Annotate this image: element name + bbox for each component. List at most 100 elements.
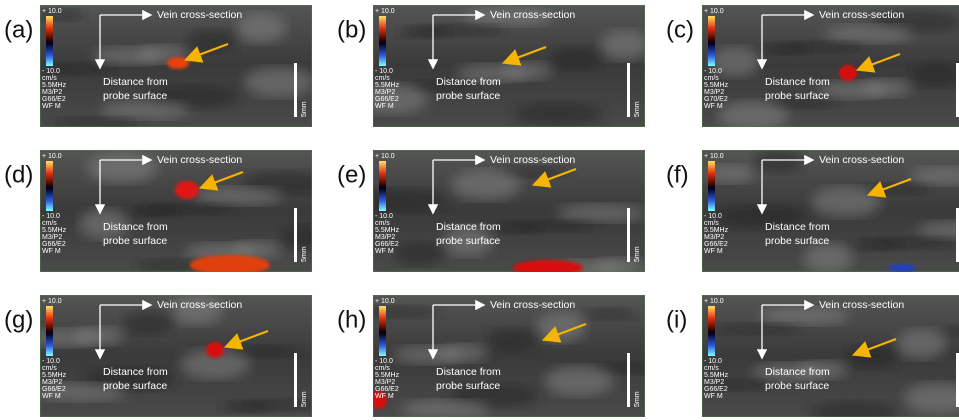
setting: 5.5MHz <box>704 372 729 379</box>
ultrasound-image <box>40 150 332 275</box>
setting: 5.5MHz <box>42 82 67 89</box>
scale-max: + 10.0 <box>375 8 395 15</box>
tissue <box>123 311 173 335</box>
depth-label: Distance from <box>765 366 830 378</box>
tissue <box>451 170 521 200</box>
color-bar <box>46 16 53 66</box>
color-bar <box>46 161 53 211</box>
setting: G66/E2 <box>704 386 728 393</box>
depth-label: Distance from <box>765 221 830 233</box>
tissue <box>551 46 601 70</box>
scale-bar-label: 5mm <box>301 101 308 117</box>
depth-label: Distance from <box>103 366 168 378</box>
direction-label: Vein cross-section <box>819 9 904 21</box>
setting: M3/P2 <box>42 89 62 96</box>
scale-bar <box>294 353 297 407</box>
setting: 5.5MHz <box>42 372 67 379</box>
setting: G66/E2 <box>42 386 66 393</box>
panel-label: (h) <box>337 306 366 333</box>
setting: WF M <box>42 103 61 110</box>
color-bar <box>379 161 386 211</box>
tissue <box>711 323 801 335</box>
setting: M3/P2 <box>375 89 395 96</box>
scale-min: - 10.0 <box>704 358 722 365</box>
ultrasound-image <box>351 295 663 418</box>
panel-label: (a) <box>4 16 33 43</box>
ultrasound-image <box>28 295 327 417</box>
depth-label: probe surface <box>436 380 500 392</box>
setting: cm/s <box>704 220 719 227</box>
ultrasound-image <box>702 295 959 420</box>
scale-min: - 10.0 <box>704 68 722 75</box>
setting: WF M <box>375 248 394 255</box>
tissue <box>862 79 912 97</box>
depth-label: probe surface <box>103 90 167 102</box>
tissue <box>144 203 234 215</box>
panel-label: (g) <box>4 306 33 333</box>
setting: 5.5MHz <box>375 372 400 379</box>
tissue <box>508 220 598 232</box>
depth-label: Distance from <box>765 76 830 88</box>
panel: (i)+ 10.0- 10.0cm/s5.5MHzM3/P2G66/E2WF M… <box>666 295 959 420</box>
scale-bar-label: 5mm <box>634 391 641 407</box>
ultrasound-image <box>702 5 959 131</box>
tissue <box>74 327 124 345</box>
scale-min: - 10.0 <box>375 68 393 75</box>
doppler-signal <box>513 260 583 276</box>
tissue <box>824 25 914 43</box>
setting: M3/P2 <box>42 234 62 241</box>
tissue <box>237 399 327 411</box>
depth-label: probe surface <box>436 235 500 247</box>
tissue <box>438 344 488 362</box>
direction-label: Vein cross-section <box>157 9 242 21</box>
setting: G66/E2 <box>375 96 399 103</box>
setting: cm/s <box>42 75 57 82</box>
color-bar <box>708 16 715 66</box>
scale-bar <box>294 63 297 117</box>
depth-label: probe surface <box>765 235 829 247</box>
tissue <box>487 328 537 352</box>
ultrasound-image <box>702 149 959 273</box>
scale-bar-label: 5mm <box>634 246 641 262</box>
setting: G66/E2 <box>42 241 66 248</box>
color-bar <box>379 306 386 356</box>
color-bar <box>379 16 386 66</box>
scale-max: + 10.0 <box>42 298 62 305</box>
setting: G66/E2 <box>42 96 66 103</box>
setting: WF M <box>375 103 394 110</box>
setting: WF M <box>42 393 61 400</box>
ultrasound-image <box>356 150 647 278</box>
panel: (b)+ 10.0- 10.0cm/s5.5MHzM3/P2G66/E2WF M… <box>337 5 650 127</box>
panel-label: (e) <box>337 161 366 188</box>
panel-label: (c) <box>666 16 694 43</box>
setting: G66/E2 <box>375 386 399 393</box>
tissue <box>87 153 157 183</box>
setting: M3/P2 <box>375 234 395 241</box>
setting: 5.5MHz <box>42 227 67 234</box>
setting: WF M <box>42 248 61 255</box>
direction-label: Vein cross-section <box>819 299 904 311</box>
tissue <box>51 117 141 129</box>
setting: cm/s <box>375 75 390 82</box>
panel-label: (d) <box>4 161 33 188</box>
scale-max: + 10.0 <box>42 8 62 15</box>
scale-bar <box>627 208 630 262</box>
tissue <box>400 400 490 418</box>
scale-bar-label: 5mm <box>301 246 308 262</box>
panel: (c)+ 10.0- 10.0cm/s5.5MHzM3/P2G70/E2WF M… <box>666 5 959 131</box>
tissue <box>193 187 283 205</box>
scale-bar-label: 5mm <box>634 101 641 117</box>
scale-min: - 10.0 <box>375 213 393 220</box>
color-bar <box>708 161 715 211</box>
tissue <box>868 237 958 249</box>
setting: G66/E2 <box>375 241 399 248</box>
scale-max: + 10.0 <box>704 298 724 305</box>
scale-bar <box>627 353 630 407</box>
setting: cm/s <box>42 365 57 372</box>
tissue <box>896 329 946 359</box>
tissue <box>600 30 650 60</box>
